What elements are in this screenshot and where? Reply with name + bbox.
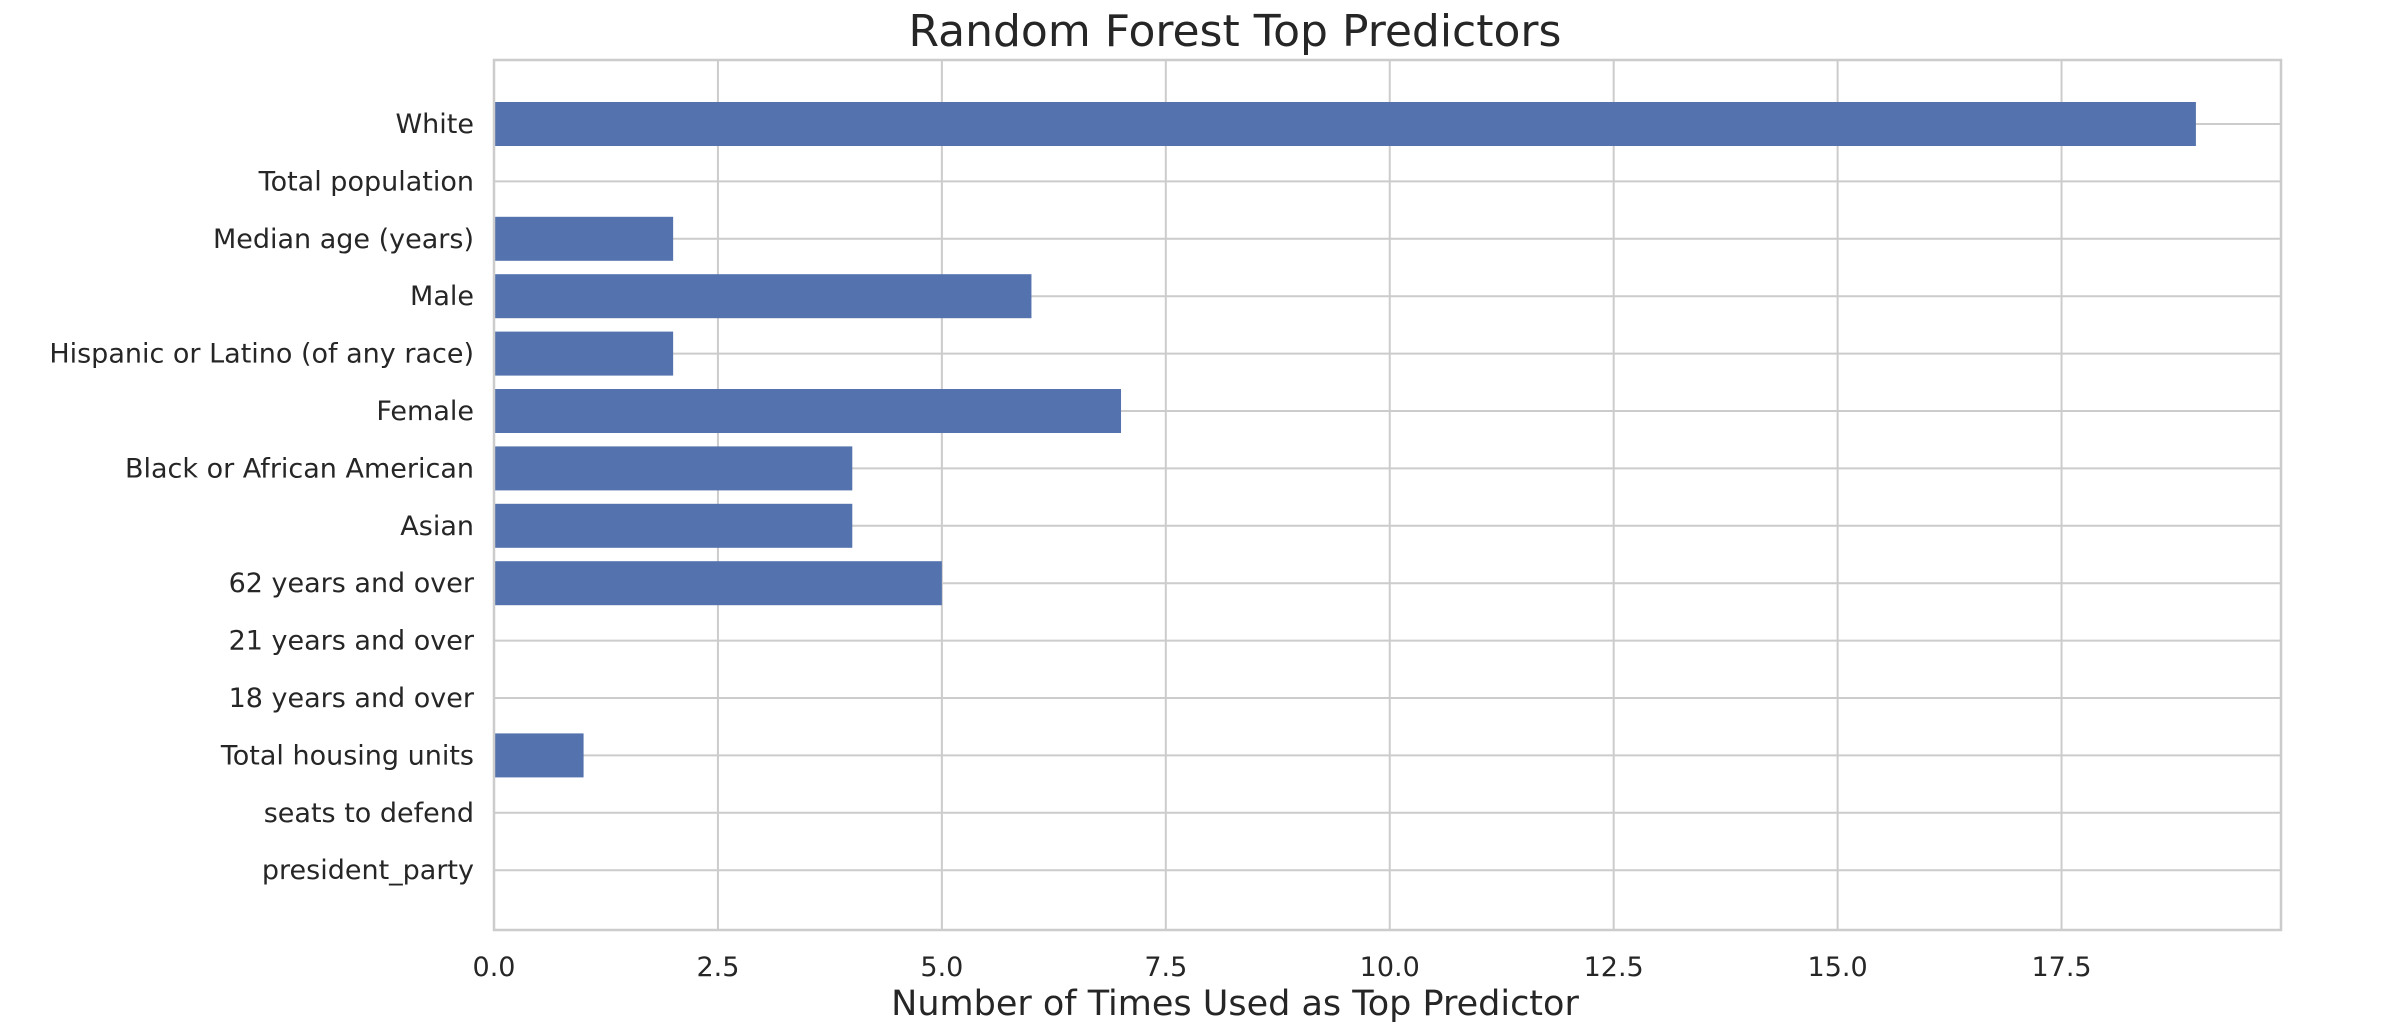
- y-tick-label: Black or African American: [125, 453, 474, 484]
- bar: [494, 274, 1032, 319]
- chart-title: Random Forest Top Predictors: [909, 6, 1562, 57]
- y-tick-labels: White Total population Median age (years) M…: [49, 109, 475, 886]
- x-tick-label: 10.0: [1360, 952, 1420, 983]
- x-tick-label: 0.0: [473, 952, 516, 983]
- x-tick-label: 17.5: [2031, 952, 2091, 983]
- x-tick-labels: 0.0 2.5 5.0 7.5 10.0 12.5 15.0 17.5: [473, 952, 2092, 983]
- y-tick-label: 18 years and over: [229, 683, 475, 714]
- plot-frame: [492, 58, 2283, 932]
- y-tick-label: Total population: [258, 166, 474, 197]
- y-tick-label: Total housing units: [220, 740, 474, 771]
- y-tick-label: president_party: [262, 855, 474, 886]
- x-axis-label: Number of Times Used as Top Predictor: [891, 984, 1579, 1024]
- y-tick-label: Median age (years): [213, 224, 474, 255]
- grid-lines: [493, 60, 2281, 930]
- y-tick-label: Male: [410, 281, 474, 312]
- bar: [494, 561, 942, 606]
- bar: [494, 733, 584, 778]
- bars: [494, 102, 2196, 778]
- x-tick-label: 12.5: [1584, 952, 1644, 983]
- y-tick-label: 21 years and over: [229, 626, 475, 657]
- y-tick-label: Asian: [400, 511, 474, 542]
- bar: [494, 503, 853, 548]
- y-tick-label: Female: [376, 396, 474, 427]
- y-tick-label: seats to defend: [264, 798, 474, 829]
- y-tick-label: Hispanic or Latino (of any race): [49, 339, 474, 370]
- bar: [494, 446, 853, 491]
- bar: [494, 216, 674, 261]
- y-tick-label: White: [395, 109, 474, 140]
- x-tick-label: 5.0: [920, 952, 963, 983]
- y-tick-label: 62 years and over: [229, 568, 475, 599]
- x-tick-label: 15.0: [1808, 952, 1868, 983]
- bar: [494, 331, 674, 376]
- x-tick-label: 7.5: [1144, 952, 1187, 983]
- x-tick-label: 2.5: [696, 952, 739, 983]
- bar: [494, 389, 1122, 433]
- bar: [494, 102, 2196, 146]
